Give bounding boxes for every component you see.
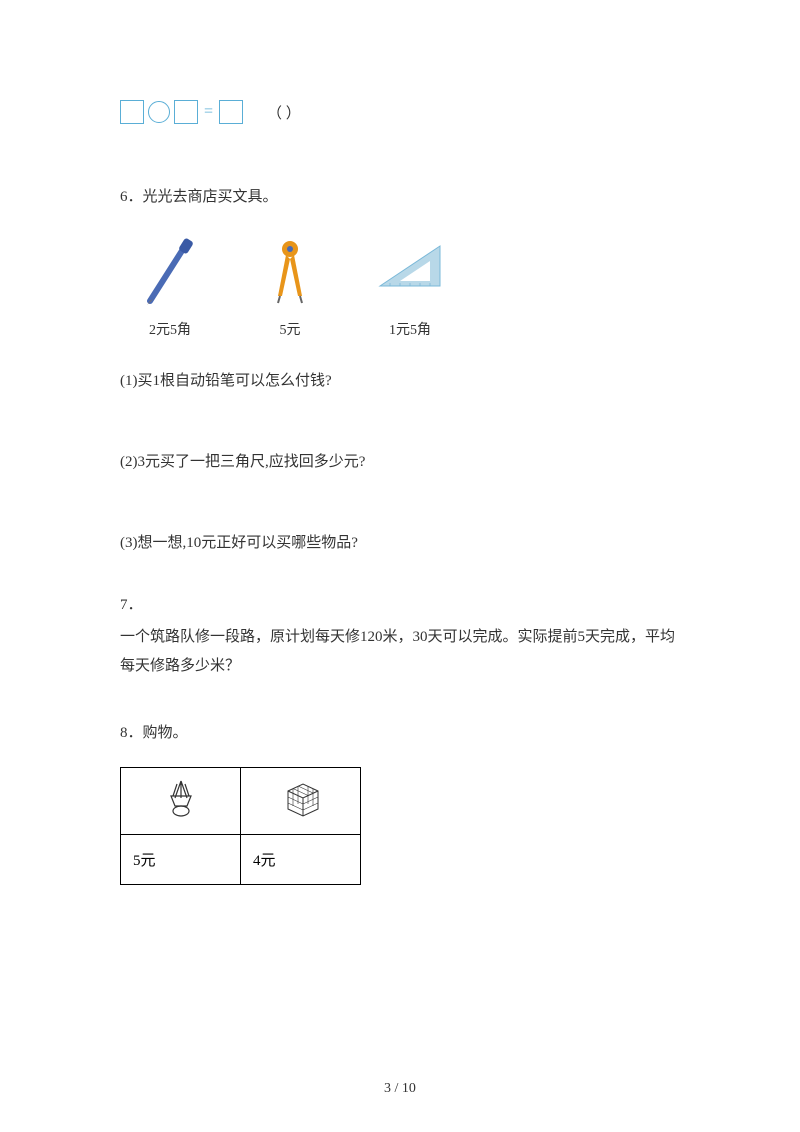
q6-items: 2元5角 5元 1元5角 [130,231,680,339]
compass-price: 5元 [280,319,301,339]
q6-sub3: (3)想一想,10元正好可以买哪些物品? [120,531,680,552]
pen-icon [130,231,210,311]
q7-title: 7． [120,592,680,619]
compass-item: 5元 [250,231,330,339]
equals-sign: = [204,103,213,121]
equation-circle [148,101,170,123]
q7-text: 一个筑路队修一段路，原计划每天修120米，30天可以完成。实际提前5天完成，平均… [120,623,680,680]
shuttlecock-price: 5元 [121,835,241,885]
triangle-ruler-item: 1元5角 [370,231,450,339]
triangle-ruler-price: 1元5角 [389,319,431,339]
pen-item: 2元5角 [130,231,210,339]
q6-title: 6．光光去商店买文具。 [120,184,680,211]
q6-sub2: (2)3元买了一把三角尺,应找回多少元? [120,450,680,471]
equation-box-3 [219,100,243,124]
cube-cell [241,768,361,835]
triangle-ruler-icon [370,231,450,311]
equation-box-2 [174,100,198,124]
shuttlecock-icon [161,776,201,821]
shuttlecock-cell [121,768,241,835]
compass-icon [250,231,330,311]
q8-title: 8．购物。 [120,720,680,747]
cube-price: 4元 [241,835,361,885]
pen-price: 2元5角 [149,319,191,339]
equation-box-1 [120,100,144,124]
rubiks-cube-icon [278,776,323,821]
shop-table: 5元 4元 [120,767,361,885]
equation-placeholder: = （ ） [120,100,680,124]
page-number: 3 / 10 [0,1081,800,1097]
q6-sub1: (1)买1根自动铅笔可以怎么付钱? [120,369,680,390]
equation-paren: （ ） [267,102,301,123]
